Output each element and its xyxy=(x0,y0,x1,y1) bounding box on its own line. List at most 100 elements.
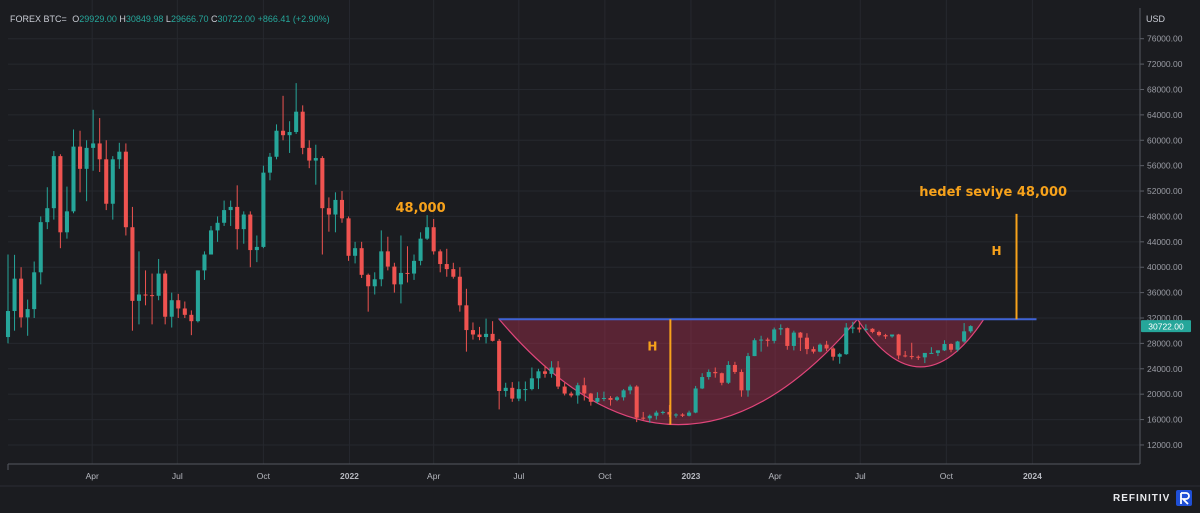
peak-label: 48,000 xyxy=(395,201,445,216)
candle-body xyxy=(719,373,724,383)
candle xyxy=(208,225,214,255)
candle-body xyxy=(713,371,718,374)
candle-body xyxy=(791,332,796,346)
candle-body xyxy=(405,272,410,274)
candle-body xyxy=(248,214,253,251)
candle xyxy=(464,288,469,352)
candle-body xyxy=(202,254,207,271)
candle xyxy=(824,340,829,352)
candle-body xyxy=(660,411,665,413)
candle xyxy=(497,338,502,410)
candle xyxy=(909,342,914,360)
candle xyxy=(385,236,390,271)
candle-body xyxy=(582,385,587,394)
candle-body xyxy=(962,331,967,342)
candle xyxy=(195,270,200,323)
handle-pattern xyxy=(856,318,985,368)
candle-body xyxy=(759,339,764,341)
candle-body xyxy=(333,199,338,215)
candle-body xyxy=(536,371,541,379)
candles xyxy=(5,83,973,423)
candle-body xyxy=(621,390,626,398)
candle xyxy=(123,143,128,236)
candle-body xyxy=(71,146,76,212)
candle-body xyxy=(523,389,528,391)
candle-body xyxy=(58,156,63,233)
candle-body xyxy=(281,130,286,136)
candle xyxy=(477,326,482,341)
candle xyxy=(654,410,659,420)
candle xyxy=(804,333,809,355)
candle-body xyxy=(438,251,443,265)
candle xyxy=(818,343,823,353)
candle xyxy=(130,206,135,331)
candle-body xyxy=(575,385,580,396)
candle xyxy=(647,414,652,423)
candle xyxy=(176,293,181,318)
candle-body xyxy=(510,387,515,399)
y-tick-label: 68000.00 xyxy=(1147,84,1183,94)
candle-body xyxy=(78,146,83,169)
candle-body xyxy=(785,328,790,346)
candle xyxy=(25,299,30,336)
candle-body xyxy=(529,378,534,390)
candle xyxy=(5,254,11,344)
candle-body xyxy=(831,348,836,357)
candle xyxy=(411,254,417,280)
candle xyxy=(831,347,836,361)
candle-body xyxy=(254,246,259,251)
candle xyxy=(346,216,351,261)
candle xyxy=(359,241,364,279)
candle xyxy=(431,218,436,255)
candle xyxy=(837,352,842,364)
candle xyxy=(759,335,764,352)
candle xyxy=(948,343,954,353)
candle-body xyxy=(811,349,816,352)
candle xyxy=(791,330,796,351)
candle-body xyxy=(903,355,908,357)
candle xyxy=(300,105,305,155)
candle xyxy=(366,273,371,312)
candle xyxy=(163,270,168,325)
candle-body xyxy=(267,156,272,173)
candle-body xyxy=(732,364,737,372)
candle xyxy=(287,121,292,153)
candle xyxy=(765,337,770,347)
candle xyxy=(326,197,331,232)
candle xyxy=(45,187,50,230)
candle xyxy=(778,324,783,336)
candle xyxy=(320,156,325,255)
x-tick-label: Apr xyxy=(427,471,440,481)
candle-body xyxy=(896,334,901,356)
candle-body xyxy=(150,295,155,297)
candle-body xyxy=(228,206,233,211)
candle xyxy=(503,382,508,397)
candle-body xyxy=(516,389,521,399)
candle-body xyxy=(222,210,227,223)
candle-body xyxy=(241,214,246,230)
candle xyxy=(922,352,927,364)
candle xyxy=(785,327,790,350)
close-label: C xyxy=(211,14,218,24)
x-tick-label: Oct xyxy=(257,471,271,481)
candle-body xyxy=(588,393,593,402)
refinitiv-logo-icon xyxy=(1176,490,1192,506)
candle-body xyxy=(156,273,161,296)
candle-body xyxy=(818,344,823,352)
y-tick-label: 48000.00 xyxy=(1147,211,1183,221)
candle xyxy=(78,130,83,193)
candle-body xyxy=(929,352,934,354)
close-value: 30722.00 xyxy=(217,14,256,24)
candle-body xyxy=(556,367,561,387)
candle-body xyxy=(641,417,646,419)
candle xyxy=(457,267,462,312)
candle-body xyxy=(673,414,679,416)
candle-body xyxy=(274,130,279,157)
candle-body xyxy=(595,397,600,402)
candle-body xyxy=(778,328,783,330)
candle xyxy=(353,241,358,264)
candle xyxy=(536,368,541,390)
candle xyxy=(615,396,620,402)
